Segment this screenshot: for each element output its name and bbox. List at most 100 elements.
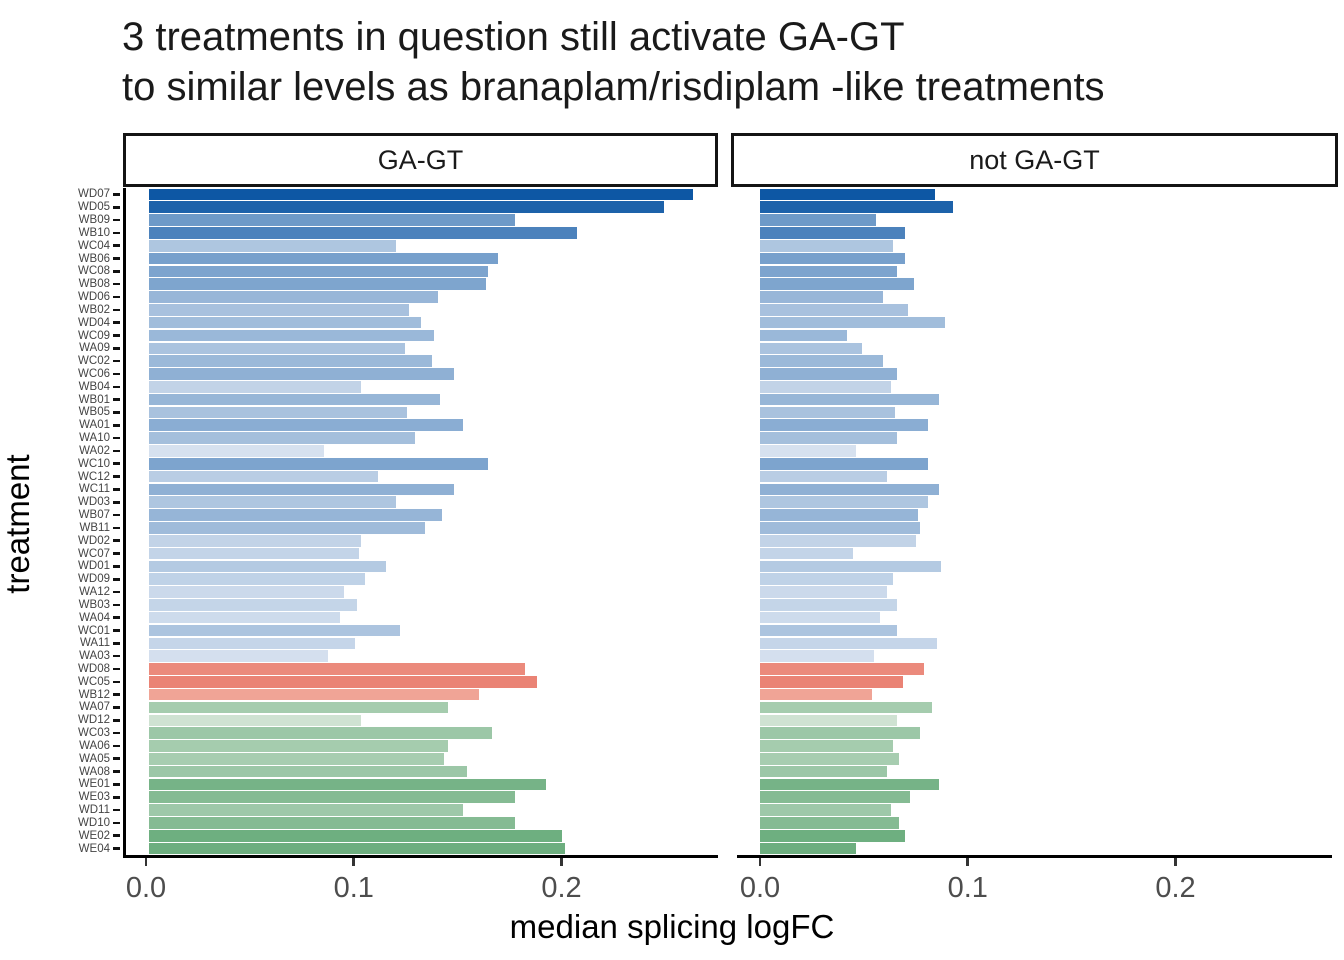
y-axis-tick [113, 500, 120, 504]
y-axis-label-wd01: WD01 [78, 560, 110, 573]
y-axis-label-wc04: WC04 [78, 239, 110, 252]
bar-wb06-ga-gt [149, 252, 499, 265]
y-axis-label-wa10: WA10 [79, 432, 110, 445]
bar-wc09-ga-gt [149, 329, 434, 342]
bar-wc09-not-ga-gt [760, 329, 848, 342]
bar-wa12-not-ga-gt [760, 586, 887, 598]
y-axis-tick [113, 321, 120, 324]
y-axis-tick [113, 231, 120, 235]
facet-strip-ga-gt: GA-GT [123, 133, 718, 187]
bar-wb09-not-ga-gt [760, 214, 877, 226]
y-axis-label-we04: WE04 [78, 842, 110, 855]
y-axis-tick [113, 731, 120, 735]
bar-wb03-not-ga-gt [760, 599, 898, 611]
y-axis-label-wb12: WB12 [78, 688, 110, 701]
bar-wd01-ga-gt [149, 560, 386, 573]
bar-wd06-not-ga-gt [760, 291, 883, 303]
x-axis-line-not-ga-gt [737, 855, 1332, 858]
y-axis-tick [113, 359, 120, 363]
bar-wa02-ga-gt [149, 445, 324, 457]
bar-wa07-not-ga-gt [760, 701, 933, 714]
bar-wb08-not-ga-gt [760, 278, 914, 290]
bar-wb07-not-ga-gt [760, 509, 918, 521]
bar-we03-not-ga-gt [760, 791, 910, 804]
y-axis-tick [113, 411, 120, 414]
y-axis-label-wd07: WD07 [78, 188, 110, 201]
y-axis-tick [113, 565, 120, 568]
y-axis-tick [113, 372, 120, 376]
bar-wc08-not-ga-gt [760, 265, 898, 278]
x-axis-tick-label: 0.2 [541, 872, 582, 904]
y-axis-tick [113, 347, 120, 350]
y-axis-label-wb05: WB05 [78, 406, 110, 419]
y-axis-label-wa12: WA12 [79, 586, 110, 599]
y-axis-tick [113, 436, 120, 440]
bar-wd08-ga-gt [149, 663, 526, 675]
bar-wc06-ga-gt [149, 368, 455, 380]
y-axis-label-wa09: WA09 [79, 342, 110, 355]
y-axis-label-wd10: WD10 [78, 816, 110, 829]
y-axis-label-wc02: WC02 [78, 355, 110, 368]
bar-wa08-ga-gt [149, 765, 467, 778]
bar-wc01-not-ga-gt [760, 624, 898, 637]
bar-wb11-not-ga-gt [760, 522, 920, 534]
y-axis-label-wc06: WC06 [78, 367, 110, 380]
y-axis-label-we02: WE02 [78, 829, 110, 842]
y-axis-tick [113, 308, 120, 312]
y-axis-tick [113, 423, 120, 427]
y-axis-label-wa08: WA08 [79, 765, 110, 778]
bar-we02-not-ga-gt [760, 829, 906, 842]
bar-we04-not-ga-gt [760, 842, 856, 855]
y-axis-label-wb11: WB11 [79, 521, 110, 534]
bar-wa11-not-ga-gt [760, 637, 937, 650]
bar-wa02-not-ga-gt [760, 445, 856, 457]
bar-wa05-not-ga-gt [760, 752, 900, 765]
y-axis-tick [113, 667, 120, 671]
y-axis-tick [113, 693, 120, 696]
y-axis-label-wd04: WD04 [78, 316, 110, 329]
bar-wd04-ga-gt [149, 316, 422, 329]
chart-title-line1: 3 treatments in question still activate … [122, 15, 905, 59]
bar-wa08-not-ga-gt [760, 765, 887, 778]
bar-wc01-ga-gt [149, 624, 401, 637]
x-axis-tick-label: 0.0 [125, 872, 167, 904]
y-axis-tick [113, 642, 120, 645]
y-axis-tick [113, 488, 120, 491]
y-axis-label-wb08: WB08 [78, 278, 110, 291]
y-axis-label-wa11: WA11 [79, 637, 110, 650]
bar-wd03-ga-gt [149, 496, 397, 509]
bar-wb10-ga-gt [149, 227, 577, 239]
y-axis-tick [113, 808, 120, 812]
y-axis-tick [113, 539, 120, 543]
bar-wa01-not-ga-gt [760, 419, 929, 432]
bar-wc07-ga-gt [149, 547, 359, 560]
bar-wd05-ga-gt [149, 201, 665, 214]
y-axis-label-wb06: WB06 [78, 252, 110, 265]
bar-wd08-not-ga-gt [760, 663, 925, 675]
bar-wd10-ga-gt [149, 817, 515, 829]
bar-wb04-not-ga-gt [760, 381, 891, 393]
bar-wb02-ga-gt [149, 304, 409, 316]
y-axis-tick [113, 590, 120, 594]
bar-wc10-ga-gt [149, 457, 488, 470]
bar-wb01-ga-gt [149, 393, 440, 406]
y-axis-label-wc03: WC03 [78, 727, 110, 740]
y-axis-tick [113, 680, 120, 684]
y-axis-label-wa05: WA05 [79, 752, 110, 765]
x-axis-tick-label: 0.1 [333, 872, 374, 904]
y-axis-label-we01: WE01 [78, 778, 110, 791]
x-axis-tick-label: 0.0 [739, 872, 781, 904]
y-axis-tick [113, 334, 120, 337]
bar-wc05-not-ga-gt [760, 676, 904, 688]
bar-wd09-ga-gt [149, 573, 366, 585]
bar-wa03-not-ga-gt [760, 650, 875, 662]
bar-wa05-ga-gt [149, 752, 444, 765]
bar-wa12-ga-gt [149, 586, 345, 598]
y-axis-tick [113, 462, 120, 466]
y-axis-label-wb01: WB01 [78, 393, 110, 406]
bar-wb08-ga-gt [149, 278, 486, 290]
facet-strip-label: not GA-GT [969, 144, 1100, 175]
bar-wa06-ga-gt [149, 740, 449, 752]
y-axis-tick [113, 295, 120, 299]
y-axis-tick [113, 744, 120, 748]
